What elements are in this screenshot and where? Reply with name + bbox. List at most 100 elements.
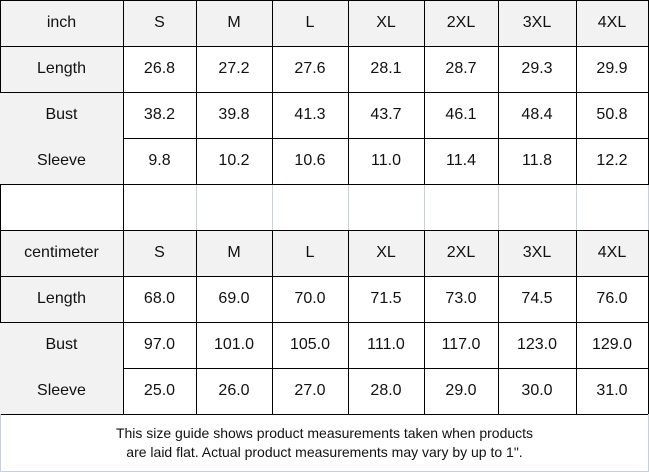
table-cell: 101.0 bbox=[196, 322, 272, 368]
table-cell: 76.0 bbox=[576, 276, 648, 322]
grid-line bbox=[272, 0, 273, 184]
size-header: M bbox=[196, 230, 272, 276]
size-header: M bbox=[196, 0, 272, 46]
size-header: S bbox=[123, 230, 196, 276]
grid-line bbox=[0, 184, 649, 185]
table-cell: 25.0 bbox=[123, 368, 196, 414]
grid-line bbox=[0, 184, 1, 230]
grid-line bbox=[196, 230, 197, 414]
table-cell: 38.2 bbox=[123, 92, 196, 138]
grid-line bbox=[498, 230, 499, 414]
grid-line bbox=[0, 92, 649, 93]
grid-line bbox=[424, 230, 425, 414]
grid-line bbox=[498, 0, 499, 184]
table-cell: 11.0 bbox=[348, 138, 424, 184]
table-cell: 31.0 bbox=[576, 368, 648, 414]
grid-line bbox=[0, 230, 649, 231]
grid-line bbox=[0, 276, 649, 277]
table-cell: 97.0 bbox=[123, 322, 196, 368]
table-cell: 43.7 bbox=[348, 92, 424, 138]
size-header: XL bbox=[348, 230, 424, 276]
table-cell: 71.5 bbox=[348, 276, 424, 322]
table-cell: 28.1 bbox=[348, 46, 424, 92]
grid-line bbox=[348, 185, 349, 230]
table-cell: 12.2 bbox=[576, 138, 648, 184]
table-cell: 28.7 bbox=[424, 46, 498, 92]
grid-line bbox=[576, 230, 577, 414]
grid-line bbox=[272, 185, 273, 230]
table-cell: 123.0 bbox=[498, 322, 576, 368]
grid-line bbox=[576, 0, 577, 184]
grid-line bbox=[123, 230, 124, 414]
table-cell: 30.0 bbox=[498, 368, 576, 414]
grid-line bbox=[123, 368, 649, 369]
table-cell: 29.3 bbox=[498, 46, 576, 92]
row-label: Sleeve bbox=[0, 138, 123, 184]
grid-line bbox=[123, 0, 124, 184]
grid-line bbox=[272, 230, 273, 414]
table-cell: 10.6 bbox=[272, 138, 348, 184]
grid-line bbox=[348, 0, 349, 184]
size-header: S bbox=[123, 0, 196, 46]
table-cell: 11.8 bbox=[498, 138, 576, 184]
table-cell: 69.0 bbox=[196, 276, 272, 322]
size-header: 3XL bbox=[498, 0, 576, 46]
grid-line bbox=[348, 230, 349, 414]
table-cell: 48.4 bbox=[498, 92, 576, 138]
row-label: Length bbox=[0, 276, 123, 322]
size-header: 2XL bbox=[424, 0, 498, 46]
row-label: Length bbox=[0, 46, 123, 92]
grid-line bbox=[0, 0, 649, 1]
size-header: L bbox=[272, 0, 348, 46]
size-header: 4XL bbox=[576, 230, 648, 276]
table-cell: 39.8 bbox=[196, 92, 272, 138]
table-cell: 68.0 bbox=[123, 276, 196, 322]
table-cell: 105.0 bbox=[272, 322, 348, 368]
grid-line bbox=[196, 0, 197, 184]
size-guide-note: This size guide shows product measuremen… bbox=[0, 414, 649, 472]
table-cell: 26.8 bbox=[123, 46, 196, 92]
table-cell: 11.4 bbox=[424, 138, 498, 184]
size-header: 2XL bbox=[424, 230, 498, 276]
table-cell: 70.0 bbox=[272, 276, 348, 322]
unit-header: centimeter bbox=[0, 230, 123, 276]
table-cell: 28.0 bbox=[348, 368, 424, 414]
table-cell: 10.2 bbox=[196, 138, 272, 184]
grid-line bbox=[424, 0, 425, 184]
table-cell: 46.1 bbox=[424, 92, 498, 138]
table-cell: 50.8 bbox=[576, 92, 648, 138]
table-cell: 111.0 bbox=[348, 322, 424, 368]
size-header: 3XL bbox=[498, 230, 576, 276]
note-line-1: This size guide shows product measuremen… bbox=[115, 424, 534, 441]
row-label: Bust bbox=[0, 92, 123, 138]
grid-line bbox=[0, 414, 123, 415]
grid-line bbox=[498, 185, 499, 230]
grid-line bbox=[123, 184, 124, 230]
table-cell: 26.0 bbox=[196, 368, 272, 414]
table-cell: 73.0 bbox=[424, 276, 498, 322]
grid-line bbox=[0, 230, 1, 322]
grid-line bbox=[0, 46, 649, 47]
table-cell: 27.0 bbox=[272, 368, 348, 414]
row-label: Bust bbox=[0, 322, 123, 368]
grid-line bbox=[576, 185, 577, 230]
grid-line bbox=[0, 322, 649, 323]
table-cell: 41.3 bbox=[272, 92, 348, 138]
size-header: L bbox=[272, 230, 348, 276]
unit-header: inch bbox=[0, 0, 123, 46]
grid-line bbox=[123, 138, 649, 139]
note-line-2: are laid flat. Actual product measuremen… bbox=[126, 443, 523, 460]
table-cell: 117.0 bbox=[424, 322, 498, 368]
table-cell: 74.5 bbox=[498, 276, 576, 322]
grid-line bbox=[123, 414, 649, 415]
table-cell: 29.9 bbox=[576, 46, 648, 92]
table-cell: 9.8 bbox=[123, 138, 196, 184]
size-header: XL bbox=[348, 0, 424, 46]
table-cell: 27.2 bbox=[196, 46, 272, 92]
grid-line bbox=[196, 185, 197, 230]
table-cell: 27.6 bbox=[272, 46, 348, 92]
table-cell: 29.0 bbox=[424, 368, 498, 414]
grid-line bbox=[424, 185, 425, 230]
grid-line bbox=[0, 0, 1, 92]
